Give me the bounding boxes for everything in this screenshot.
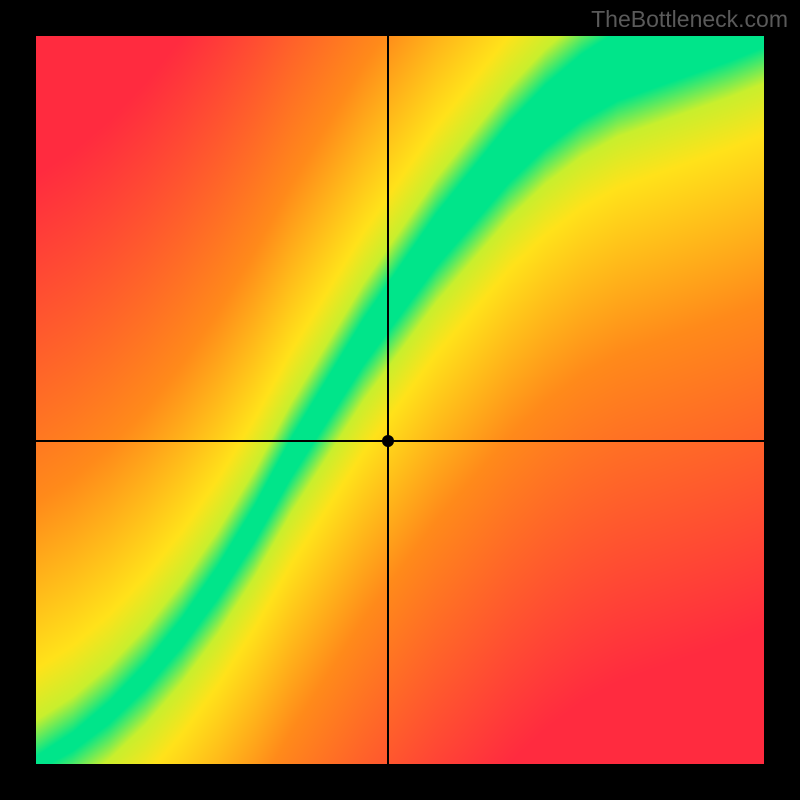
heatmap-canvas <box>36 36 764 764</box>
frame-right <box>764 0 800 800</box>
frame-left <box>0 0 36 800</box>
crosshair-horizontal <box>36 440 764 442</box>
watermark-text: TheBottleneck.com <box>591 6 788 33</box>
frame-bottom <box>0 764 800 800</box>
crosshair-vertical <box>387 36 389 764</box>
chart-container: TheBottleneck.com <box>0 0 800 800</box>
